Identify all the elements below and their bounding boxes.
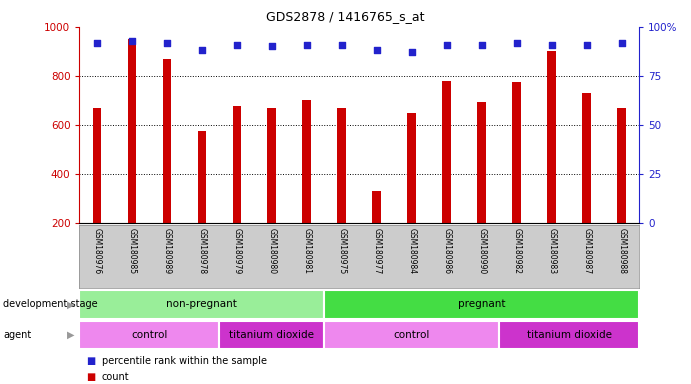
Point <box>162 40 173 46</box>
Text: GDS2878 / 1416765_s_at: GDS2878 / 1416765_s_at <box>266 10 425 23</box>
Bar <box>162 59 171 223</box>
Text: GSM180983: GSM180983 <box>547 228 556 274</box>
Bar <box>232 106 241 223</box>
Bar <box>198 131 207 223</box>
Text: GSM180981: GSM180981 <box>303 228 312 274</box>
Point <box>546 41 557 48</box>
Text: GSM180988: GSM180988 <box>617 228 626 274</box>
Text: GSM180984: GSM180984 <box>407 228 416 274</box>
Bar <box>583 93 591 223</box>
Bar <box>408 113 416 223</box>
Text: GSM180977: GSM180977 <box>372 228 381 274</box>
Text: control: control <box>131 330 168 340</box>
Text: GSM180989: GSM180989 <box>162 228 171 274</box>
Text: GSM180982: GSM180982 <box>512 228 521 274</box>
Point <box>476 41 487 48</box>
Point <box>442 41 453 48</box>
Bar <box>267 108 276 223</box>
Bar <box>372 191 381 223</box>
Bar <box>337 108 346 223</box>
Text: agent: agent <box>3 330 32 340</box>
Bar <box>547 51 556 223</box>
Bar <box>79 290 324 319</box>
Bar <box>512 82 521 223</box>
Bar <box>324 290 639 319</box>
Bar <box>499 321 639 349</box>
Bar <box>442 81 451 223</box>
Bar <box>93 108 102 223</box>
Text: ■: ■ <box>86 372 95 382</box>
Text: GSM180978: GSM180978 <box>198 228 207 274</box>
Bar <box>303 100 311 223</box>
Text: development stage: development stage <box>3 299 98 310</box>
Text: GSM180979: GSM180979 <box>232 228 241 274</box>
Text: non-pregnant: non-pregnant <box>167 299 237 310</box>
Text: count: count <box>102 372 129 382</box>
Point <box>581 41 592 48</box>
Point <box>511 40 522 46</box>
Bar <box>128 39 136 223</box>
Text: ▶: ▶ <box>67 299 75 310</box>
Point <box>616 40 627 46</box>
Text: GSM180990: GSM180990 <box>477 228 486 274</box>
Point <box>266 43 277 50</box>
Bar <box>477 101 486 223</box>
Text: GSM180985: GSM180985 <box>127 228 136 274</box>
Text: percentile rank within the sample: percentile rank within the sample <box>102 356 267 366</box>
Text: ■: ■ <box>86 356 95 366</box>
Point <box>301 41 312 48</box>
Point <box>337 41 348 48</box>
Bar <box>220 321 324 349</box>
Point <box>126 38 138 44</box>
Text: GSM180986: GSM180986 <box>442 228 451 274</box>
Point <box>91 40 102 46</box>
Bar <box>79 321 220 349</box>
Text: titanium dioxide: titanium dioxide <box>229 330 314 340</box>
Point <box>196 47 207 53</box>
Point <box>231 41 243 48</box>
Bar <box>324 321 499 349</box>
Point <box>406 49 417 55</box>
Point <box>371 47 382 53</box>
Text: GSM180987: GSM180987 <box>583 228 591 274</box>
Text: GSM180976: GSM180976 <box>93 228 102 274</box>
Text: GSM180975: GSM180975 <box>337 228 346 274</box>
Text: pregnant: pregnant <box>458 299 506 310</box>
Text: control: control <box>394 330 430 340</box>
Text: ▶: ▶ <box>67 330 75 340</box>
Text: titanium dioxide: titanium dioxide <box>527 330 612 340</box>
Bar <box>617 108 626 223</box>
Text: GSM180980: GSM180980 <box>267 228 276 274</box>
